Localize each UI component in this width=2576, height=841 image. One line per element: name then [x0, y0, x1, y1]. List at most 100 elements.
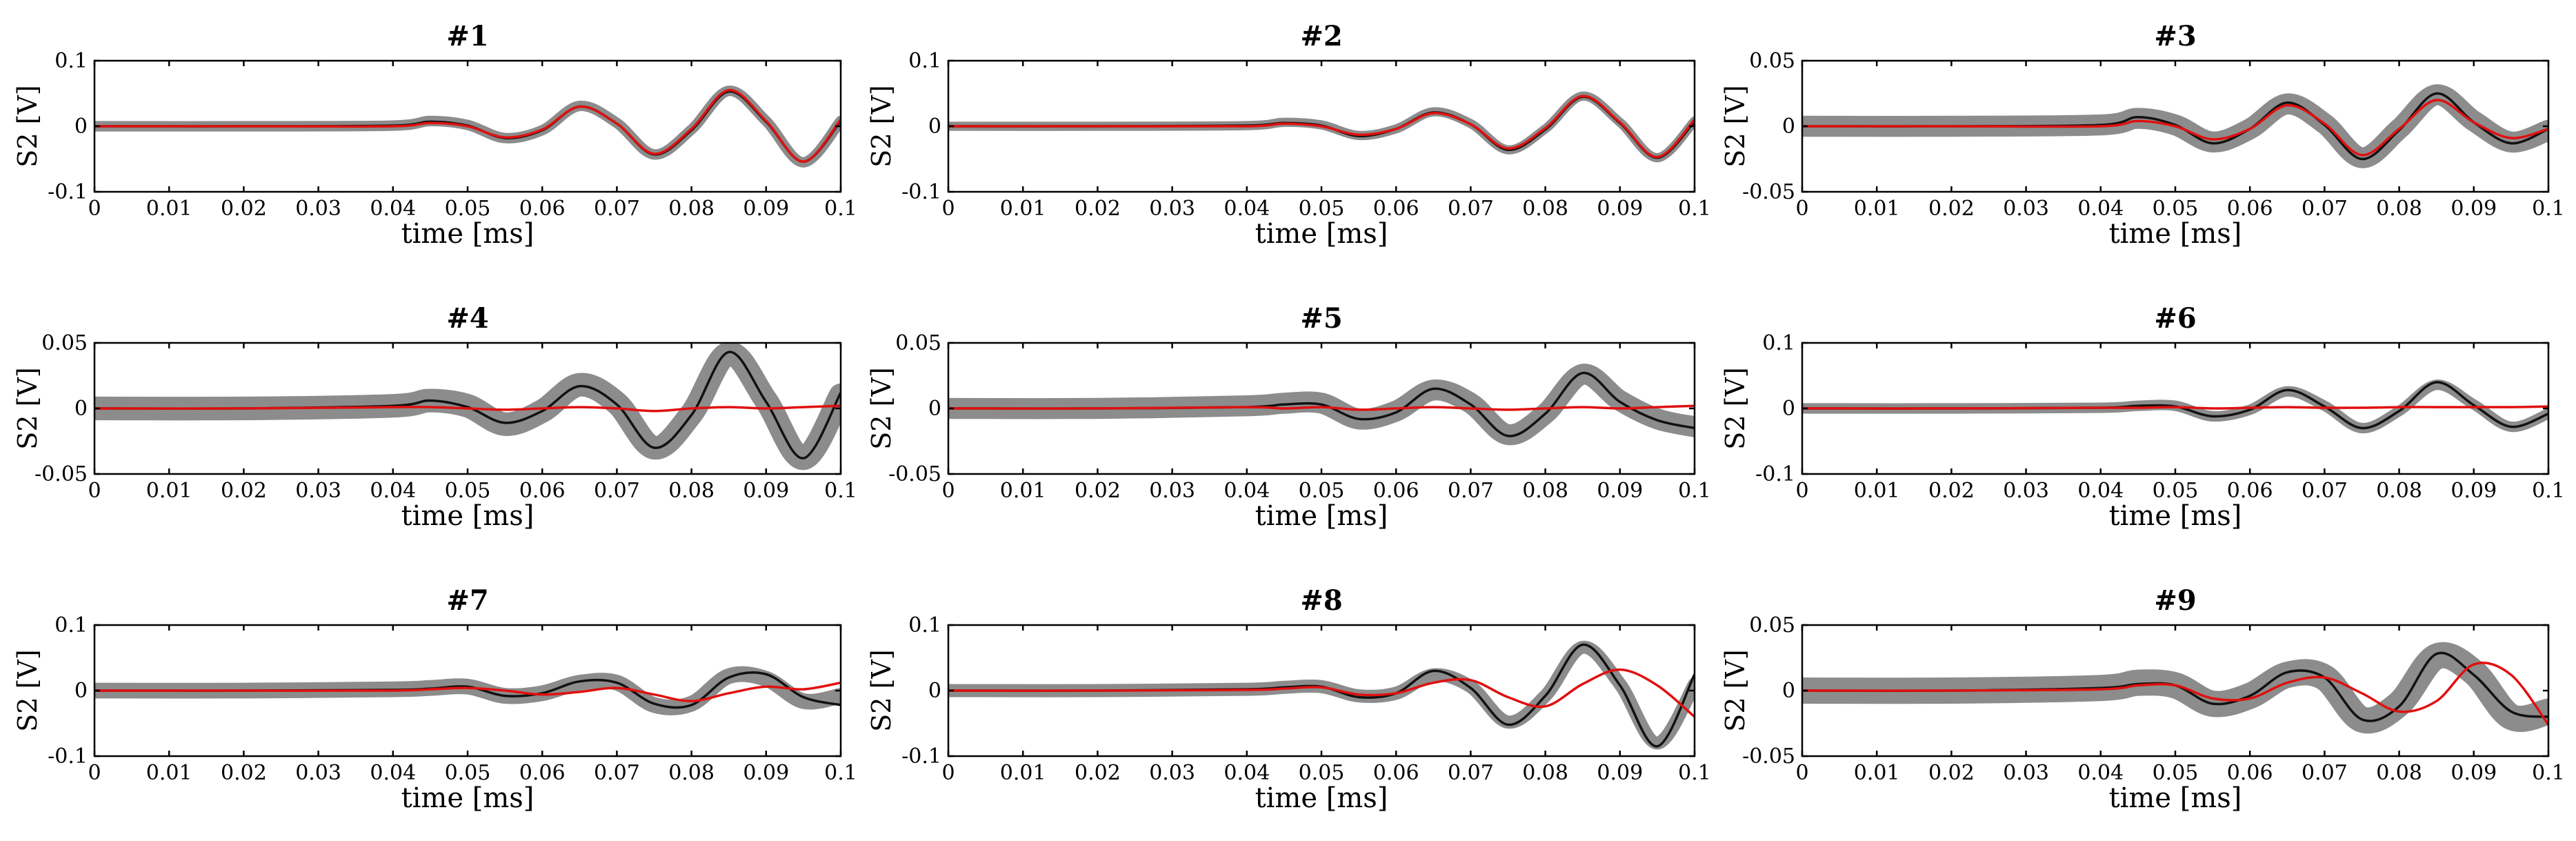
x-tick-label: 0.08 — [1522, 479, 1568, 503]
x-axis-label: time [ms] — [401, 500, 535, 532]
subplot-4: #4 0 0.01 0.02 0.03 0.04 0.05 0.06 0.07 0.08 0.09 0… — [12, 302, 857, 532]
y-tick-label: 0.1 — [1762, 331, 1795, 355]
series-gray-band — [1802, 642, 2548, 734]
x-tick-label: 0.04 — [2077, 761, 2124, 785]
x-tick-label: 0.01 — [146, 479, 192, 503]
data-layer — [94, 666, 841, 715]
y-tick-label: 0 — [1782, 115, 1795, 139]
x-axis-label: time [ms] — [1255, 218, 1388, 250]
x-tick-label: 0.05 — [1299, 479, 1345, 503]
y-tick-label: 0 — [928, 115, 941, 139]
y-axis-label: S2 [V] — [1720, 367, 1750, 449]
x-axis-label: time [ms] — [401, 218, 535, 250]
x-tick-label: 0.03 — [295, 479, 341, 503]
y-tick-label: -0.1 — [1755, 462, 1795, 486]
subplot-title: #5 — [1300, 302, 1342, 335]
series-red-line — [1802, 661, 2548, 726]
x-tick-label: 0.06 — [2227, 761, 2273, 785]
x-tick-label: 0.02 — [1928, 197, 1975, 221]
series-red-line — [94, 404, 841, 413]
y-tick-label: -0.1 — [901, 744, 941, 769]
x-tick-label: 0.07 — [594, 761, 640, 785]
y-tick-label: -0.1 — [48, 744, 88, 769]
series-gray-band — [948, 640, 1695, 750]
y-tick-label: 0.05 — [1749, 49, 1795, 73]
series-red-line — [1802, 405, 2548, 410]
x-tick-label: 0.02 — [221, 761, 267, 785]
x-tick-label: 0.08 — [2376, 197, 2422, 221]
x-tick-label: 0.01 — [1000, 479, 1046, 503]
x-tick-label: 0.02 — [221, 479, 267, 503]
x-tick-label: 0 — [941, 761, 955, 785]
series-red-line — [948, 95, 1695, 159]
x-tick-label: 0.07 — [594, 197, 640, 221]
x-tick-label: 0.1 — [824, 197, 857, 221]
x-axis-label: time [ms] — [401, 782, 535, 814]
x-tick-label: 0.07 — [2302, 197, 2348, 221]
x-tick-label: 0.04 — [370, 197, 416, 221]
x-tick-label: 0.09 — [743, 479, 789, 503]
series-red-line — [94, 88, 841, 164]
x-tick-label: 0 — [941, 197, 955, 221]
y-tick-label: 0.1 — [54, 613, 88, 637]
x-tick-label: 0.09 — [2450, 761, 2497, 785]
x-tick-label: 0.08 — [2376, 761, 2422, 785]
y-tick-label: 0 — [928, 679, 941, 703]
x-tick-label: 0.04 — [370, 761, 416, 785]
data-layer — [94, 343, 841, 471]
x-tick-label: 0.08 — [668, 479, 715, 503]
x-tick-label: 0.1 — [1678, 479, 1711, 503]
x-tick-label: 0 — [88, 761, 101, 785]
x-tick-label: 0.06 — [519, 761, 566, 785]
x-tick-label: 0.03 — [295, 761, 341, 785]
data-layer — [94, 86, 841, 168]
y-axis-label: S2 [V] — [866, 367, 897, 449]
subplot-title: #2 — [1300, 20, 1342, 52]
x-tick-label: 0.1 — [2532, 197, 2565, 221]
x-tick-label: 0.04 — [2077, 197, 2124, 221]
x-tick-label: 0.01 — [146, 761, 192, 785]
data-layer — [948, 91, 1695, 163]
y-tick-label: -0.1 — [48, 180, 88, 204]
x-axis-label: time [ms] — [2109, 218, 2242, 250]
x-tick-label: 0.08 — [2376, 479, 2422, 503]
x-tick-label: 0.05 — [1299, 197, 1345, 221]
x-tick-label: 0.04 — [1224, 197, 1270, 221]
x-tick-label: 0.05 — [445, 197, 491, 221]
y-tick-label: 0 — [74, 115, 88, 139]
x-tick-label: 0.03 — [2003, 761, 2049, 785]
x-axis-label: time [ms] — [1255, 782, 1388, 814]
x-tick-label: 0.08 — [1522, 761, 1568, 785]
x-tick-label: 0 — [1795, 479, 1808, 503]
subplot-7: #7 0 0.01 0.02 0.03 0.04 0.05 0.06 0.07 0.08 0.09 0… — [12, 584, 857, 814]
y-axis-label: S2 [V] — [866, 649, 897, 731]
subplot-title: #9 — [2154, 584, 2196, 617]
x-tick-label: 0.06 — [1373, 197, 1419, 221]
x-tick-label: 0 — [88, 479, 101, 503]
subplot-9: #9 0 0.01 0.02 0.03 0.04 0.05 0.06 0.07 0.08 0.09 0… — [1720, 584, 2565, 814]
x-tick-label: 0.09 — [1597, 479, 1643, 503]
y-tick-label: 0.05 — [1749, 613, 1795, 637]
data-layer — [1802, 84, 2548, 168]
y-tick-label: 0 — [1782, 397, 1795, 421]
subplot-8: #8 0 0.01 0.02 0.03 0.04 0.05 0.06 0.07 0.08 0.09 0… — [866, 584, 1711, 814]
x-tick-label: 0.07 — [2302, 761, 2348, 785]
subplot-title: #4 — [446, 302, 488, 335]
y-tick-label: -0.05 — [34, 462, 88, 486]
x-tick-label: 0.1 — [824, 479, 857, 503]
y-axis-label: S2 [V] — [12, 367, 43, 449]
y-tick-label: 0.05 — [41, 331, 88, 355]
series-red-line — [948, 668, 1695, 718]
x-tick-label: 0.01 — [1854, 197, 1900, 221]
x-tick-label: 0.05 — [2153, 197, 2199, 221]
x-tick-label: 0.01 — [1000, 761, 1046, 785]
data-layer — [1802, 642, 2548, 734]
series-red-line — [94, 681, 841, 702]
x-tick-label: 0.01 — [1854, 761, 1900, 785]
y-tick-label: -0.05 — [1742, 180, 1795, 204]
x-tick-label: 0.04 — [2077, 479, 2124, 503]
x-tick-label: 0.02 — [1928, 761, 1975, 785]
x-tick-label: 0.05 — [2153, 479, 2199, 503]
x-tick-label: 0.06 — [2227, 479, 2273, 503]
series-red-line — [948, 404, 1695, 411]
